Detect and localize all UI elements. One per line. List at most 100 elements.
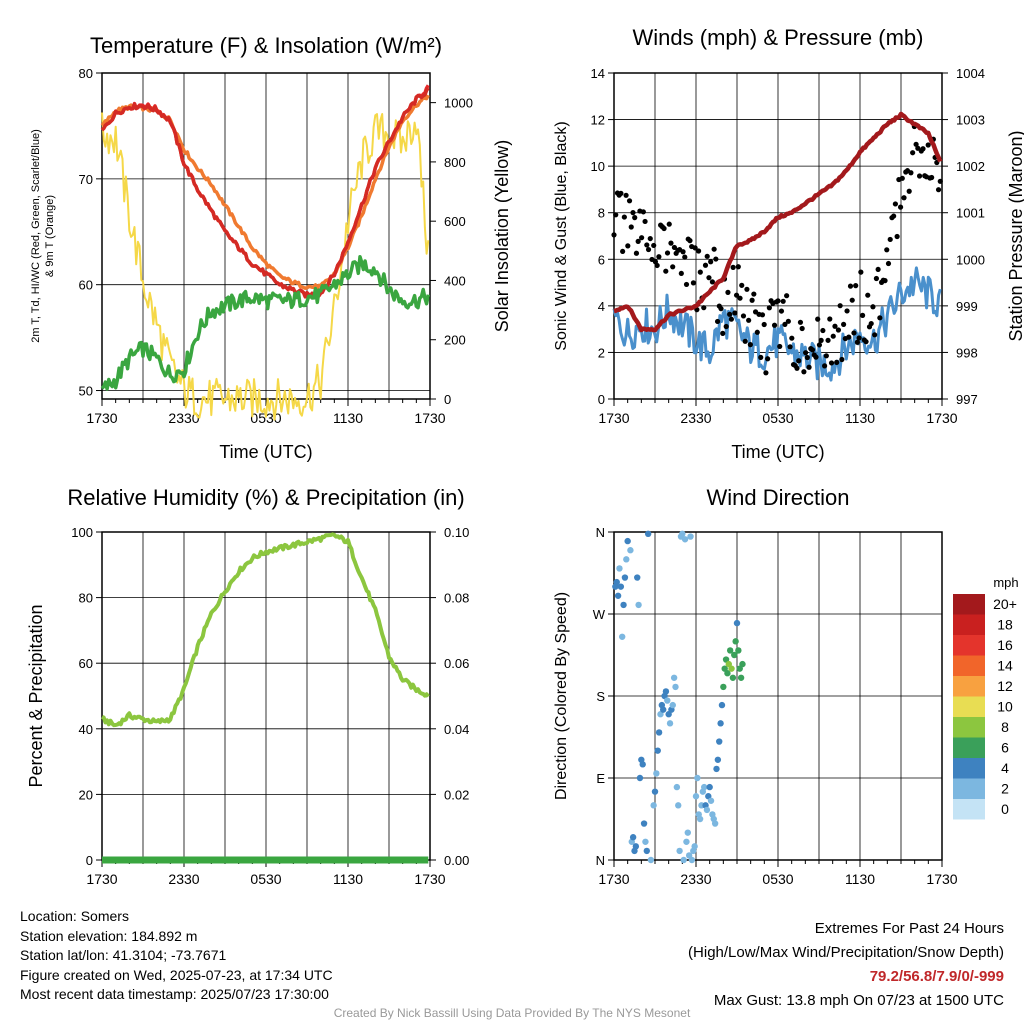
series-line-temp xyxy=(100,86,430,299)
gust-point xyxy=(754,329,760,335)
gust-point xyxy=(702,262,709,268)
y-axis-label-line1: 2m T, Td, HI/WC (Red, Green, Scarlet/Blu… xyxy=(30,129,42,343)
gust-point xyxy=(626,198,633,204)
legend-label: 18 xyxy=(997,617,1013,633)
gust-point xyxy=(794,365,800,371)
direction-point xyxy=(692,793,700,800)
gust-point xyxy=(835,327,842,333)
direction-point xyxy=(703,806,711,814)
extremes-title: Extremes For Past 24 Hours xyxy=(814,920,1004,937)
direction-point xyxy=(616,565,623,572)
gust-point xyxy=(882,278,888,284)
gust-point xyxy=(680,249,686,255)
direction-point xyxy=(640,820,648,827)
legend-swatch xyxy=(953,696,985,717)
gust-point xyxy=(618,190,624,196)
legend-label: 20+ xyxy=(993,596,1017,612)
chart-title: Wind Direction xyxy=(706,485,849,510)
gust-point xyxy=(701,305,707,311)
gust-point xyxy=(621,214,627,220)
direction-point xyxy=(729,674,737,681)
gust-point xyxy=(935,187,942,193)
y-right-axis-label: Station Pressure (Maroon) xyxy=(1006,130,1024,341)
speed-legend: mph 20+ 18 16 14 12 10 8 6 4 2 0 xyxy=(953,575,1019,820)
direction-point xyxy=(647,856,655,864)
y-right-tick-label: 0 xyxy=(444,392,451,407)
gust-point xyxy=(761,321,767,328)
chart-2: 0 2 4 6 8 10 12 14 997 998 999 1000 1001 1002 1003 1004… xyxy=(591,66,985,426)
y-tick-label: 8 xyxy=(598,206,605,221)
y-tick-label: W xyxy=(593,607,606,622)
series-line-pressure xyxy=(613,111,943,333)
gust-point xyxy=(780,298,786,304)
extremes-summary: Extremes For Past 24 Hours (High/Low/Max… xyxy=(688,917,1004,1013)
gust-point xyxy=(784,293,790,299)
y-tick-label: 40 xyxy=(79,722,93,737)
gust-point xyxy=(846,334,852,340)
gust-point xyxy=(796,358,802,364)
direction-point xyxy=(694,774,701,782)
legend-label: 16 xyxy=(997,637,1013,653)
legend-swatch xyxy=(953,799,985,820)
gust-point xyxy=(884,247,890,253)
direction-point xyxy=(632,843,640,850)
y-right-tick-label: 0.00 xyxy=(444,853,469,868)
y-right-tick-label: 0.04 xyxy=(444,722,469,737)
direction-point xyxy=(732,638,739,645)
gust-point xyxy=(782,321,788,328)
series-line-dew xyxy=(100,254,431,391)
direction-point xyxy=(728,665,735,672)
gust-point xyxy=(937,178,943,184)
chart-title: Temperature (F) & Insolation (W/m²) xyxy=(90,33,442,58)
y-tick-label: N xyxy=(596,853,605,868)
gust-point xyxy=(849,297,855,303)
y-axis-label: Sonic Wind & Gust (Blue, Black) xyxy=(553,121,570,350)
gust-point xyxy=(732,310,738,316)
x-tick-label: 2330 xyxy=(680,410,711,426)
gust-point xyxy=(709,279,716,285)
y-tick-label: S xyxy=(596,689,605,704)
direction-point xyxy=(707,797,715,804)
gust-point xyxy=(913,141,919,147)
direction-point xyxy=(670,674,678,681)
gust-point xyxy=(828,360,835,366)
gust-point xyxy=(678,270,684,277)
y-right-tick-label: 400 xyxy=(444,273,466,288)
legend-swatch xyxy=(953,737,985,758)
gust-point xyxy=(858,269,864,275)
direction-point xyxy=(673,783,681,791)
gust-point xyxy=(644,242,650,248)
direction-point xyxy=(651,788,659,795)
gust-point xyxy=(899,175,905,181)
gust-point xyxy=(713,256,719,262)
gust-point xyxy=(663,268,669,274)
credit-text: Created By Nick Bassill Using Data Provi… xyxy=(333,1006,691,1020)
x-tick-label: 1130 xyxy=(845,410,875,426)
y-tick-label: 4 xyxy=(598,299,605,314)
x-tick-label: 1730 xyxy=(926,410,957,426)
legend-label: 12 xyxy=(997,678,1013,694)
y-tick-label: 100 xyxy=(71,525,93,540)
legend-label: 10 xyxy=(997,699,1013,715)
gust-point xyxy=(711,246,717,252)
gust-point xyxy=(797,319,804,325)
gust-point xyxy=(640,209,646,215)
direction-point xyxy=(679,530,686,538)
gust-point xyxy=(823,353,829,359)
y-axis-label: Percent & Precipitation xyxy=(26,604,46,787)
legend-swatch xyxy=(953,594,985,615)
gust-point xyxy=(670,264,676,270)
elevation-text: Station elevation: 184.892 m xyxy=(20,927,198,944)
legend-swatch xyxy=(953,676,985,697)
gust-point xyxy=(906,188,912,194)
gust-point xyxy=(785,318,791,324)
legend-label: 0 xyxy=(1001,801,1009,817)
max-gust-text: Max Gust: 13.8 mph On 07/23 at 1500 UTC xyxy=(713,992,1004,1009)
direction-point xyxy=(739,660,746,668)
gust-point xyxy=(834,359,840,365)
gust-point xyxy=(775,298,781,304)
series-line-rh xyxy=(101,532,430,728)
gust-point xyxy=(837,303,843,309)
direction-point xyxy=(684,829,691,836)
gust-point xyxy=(897,204,904,210)
